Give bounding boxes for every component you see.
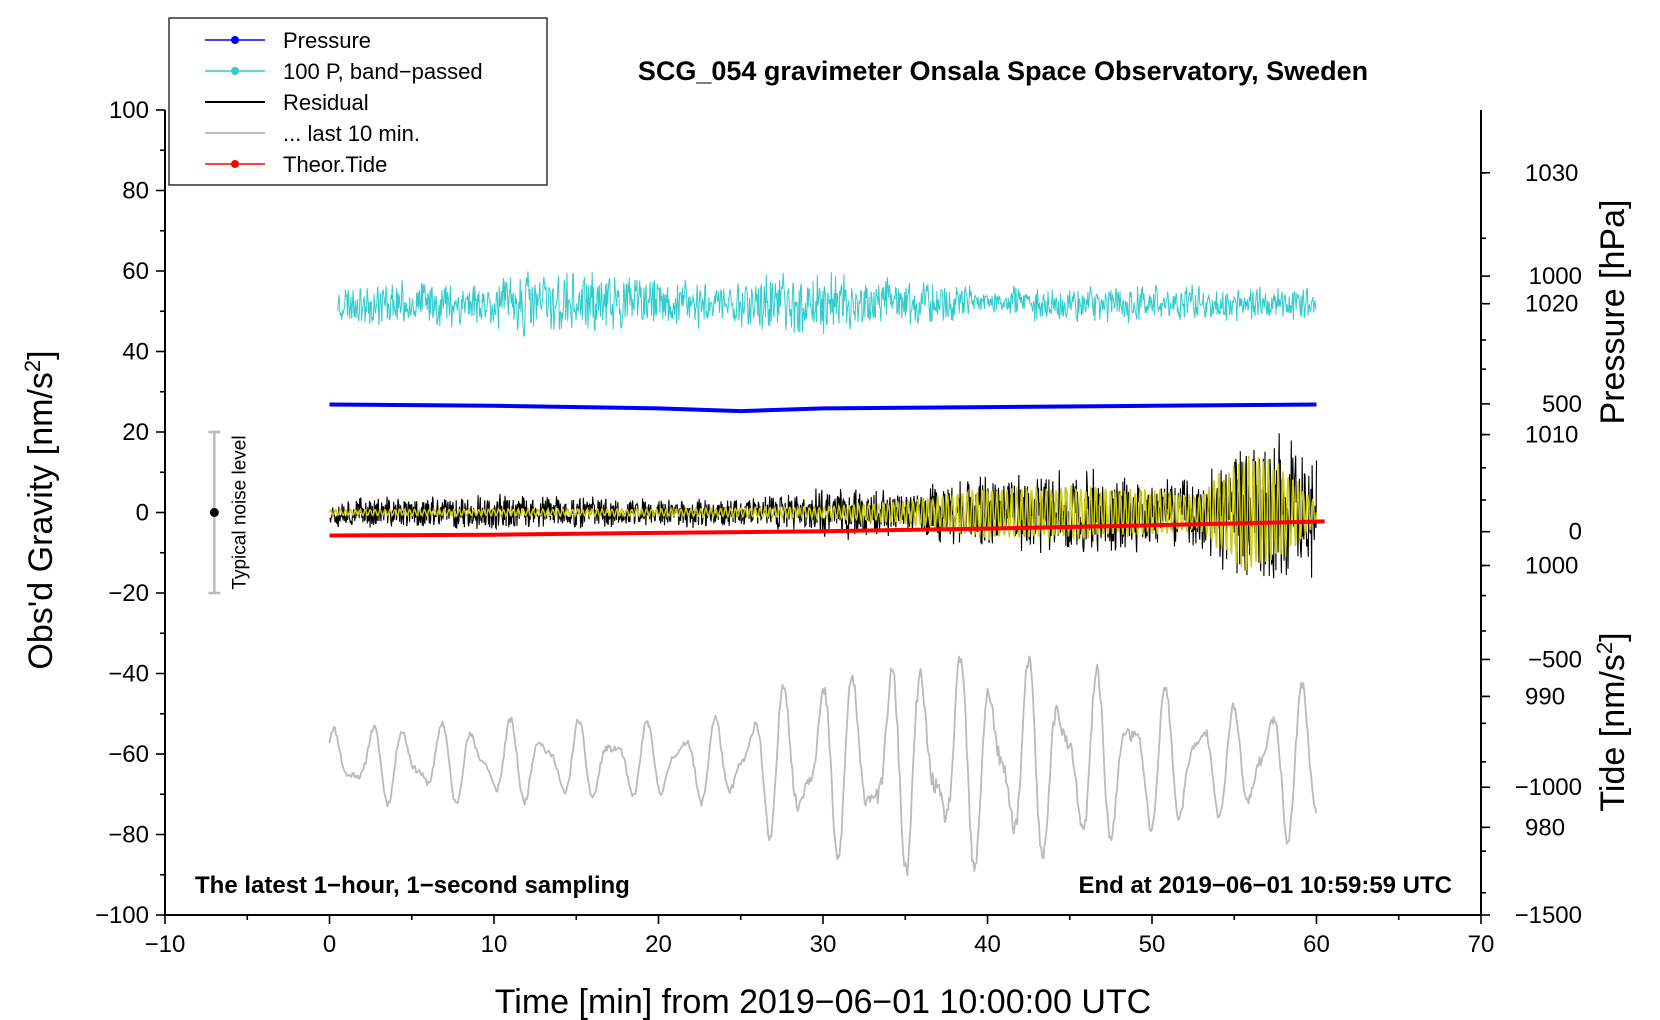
series-band-passed-pressure: [337, 271, 1317, 337]
pressure-tick-label: 990: [1525, 683, 1565, 710]
x-tick-label: 40: [974, 931, 1001, 958]
legend-label-band-passed: 100 P, band−passed: [283, 59, 483, 84]
noise-level-bar: Typical noise level: [208, 430, 250, 595]
gravity-axis: −100 −80 −60 −40 −20 0 20 40 60 80 100: [95, 97, 165, 929]
legend-label-last-10-min: ... last 10 min.: [283, 121, 420, 146]
legend-entry-last-10-min: ... last 10 min.: [205, 121, 420, 146]
x-axis: −10 0 10 20 30 40 50 60 70: [145, 915, 1495, 958]
series-last-10-min: [328, 655, 1318, 877]
y-tick-label: 60: [122, 258, 149, 285]
noise-bar-center-dot: [209, 508, 219, 517]
y-tick-label: −20: [108, 580, 149, 607]
pressure-tick-label: 980: [1525, 814, 1565, 841]
legend: Pressure 100 P, band−passed Residual ...…: [168, 17, 548, 186]
y-tick-label: −60: [108, 741, 149, 768]
legend-label-theor-tide: Theor.Tide: [283, 152, 387, 177]
tide-axis-label-sup: 2: [1592, 642, 1617, 654]
tide-axis-label: Tide [nm/s2]: [1592, 632, 1633, 811]
tide-tick-label: −500: [1528, 646, 1582, 673]
tide-axis-label-close: ]: [1594, 632, 1632, 641]
x-tick-label: 30: [810, 931, 837, 958]
y-tick-label: 0: [136, 500, 149, 527]
pressure-axis-label: Pressure [hPa]: [1594, 200, 1632, 425]
pressure-tick-label: 1020: [1525, 291, 1578, 318]
legend-entry-band-passed: 100 P, band−passed: [205, 59, 483, 84]
y-tick-label: 80: [122, 178, 149, 205]
y-axis-label-sup: 2: [20, 360, 45, 372]
x-tick-label: −10: [145, 931, 186, 958]
pressure-tick-label: 1030: [1525, 160, 1578, 187]
legend-marker-pressure: [231, 36, 239, 44]
y-tick-label: −100: [95, 902, 149, 929]
x-tick-label: 60: [1303, 931, 1330, 958]
legend-label-residual: Residual: [283, 90, 369, 115]
y-axis-label-close: ]: [22, 350, 60, 359]
series-layer: [328, 271, 1325, 877]
y-axis-label-text: Obs'd Gravity [nm/s: [22, 372, 60, 669]
legend-marker-theor-tide: [231, 160, 239, 168]
y-tick-label: −80: [108, 822, 149, 849]
sampling-note: The latest 1−hour, 1−second sampling: [195, 872, 630, 899]
y-tick-label: 100: [109, 97, 149, 124]
x-tick-label: 20: [645, 931, 672, 958]
tide-tick-label: −1500: [1515, 902, 1582, 929]
series-residual-band-passed: [328, 455, 1318, 571]
tide-tick-label: −1000: [1515, 774, 1582, 801]
noise-bar-label: Typical noise level: [229, 435, 250, 589]
y-tick-label: 20: [122, 419, 149, 446]
pressure-tick-label: 1000: [1525, 553, 1578, 580]
y-tick-label: 40: [122, 339, 149, 366]
end-time-note: End at 2019−06−01 10:59:59 UTC: [1078, 872, 1452, 899]
tide-axis: −1500 −1000 −500 0 500 1000: [1481, 263, 1582, 929]
series-theor-tide: [329, 519, 1325, 538]
x-tick-label: 70: [1468, 931, 1495, 958]
tide-tick-label: 1000: [1529, 263, 1582, 290]
x-tick-label: 0: [323, 931, 336, 958]
tide-tick-label: 500: [1542, 391, 1582, 418]
y-tick-label: −40: [108, 661, 149, 688]
legend-entry-theor-tide: Theor.Tide: [205, 152, 387, 177]
pressure-axis: 980 990 1000 1010 1020 1030: [1481, 160, 1578, 894]
x-axis-label: Time [min] from 2019−06−01 10:00:00 UTC: [495, 983, 1151, 1020]
legend-entry-residual: Residual: [205, 90, 369, 115]
pressure-tick-label: 1010: [1525, 422, 1578, 449]
y-axis-label: Obs'd Gravity [nm/s2]: [20, 350, 61, 669]
series-pressure: [329, 402, 1317, 414]
x-tick-label: 10: [481, 931, 508, 958]
x-tick-label: 50: [1139, 931, 1166, 958]
chart-title: SCG_054 gravimeter Onsala Space Observat…: [638, 56, 1368, 86]
legend-entry-pressure: Pressure: [205, 28, 371, 53]
legend-marker-band-passed: [231, 67, 239, 75]
legend-label-pressure: Pressure: [283, 28, 371, 53]
tide-axis-label-text: Tide [nm/s: [1594, 654, 1632, 811]
tide-tick-label: 0: [1569, 519, 1582, 546]
